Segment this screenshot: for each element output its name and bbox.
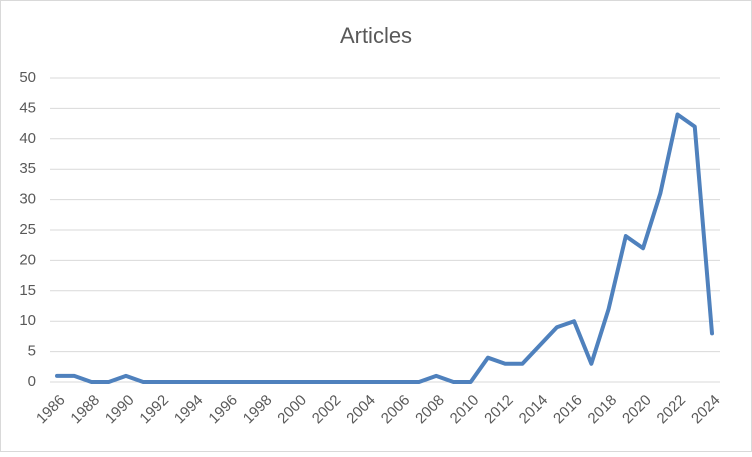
y-tick-label: 20 bbox=[19, 251, 36, 268]
y-tick-label: 25 bbox=[19, 221, 36, 238]
y-tick-label: 35 bbox=[19, 160, 36, 177]
chart-title: Articles bbox=[340, 23, 412, 48]
y-tick-label: 30 bbox=[19, 191, 36, 208]
y-tick-label: 15 bbox=[19, 282, 36, 299]
y-tick-label: 50 bbox=[19, 69, 36, 86]
y-tick-label: 5 bbox=[28, 343, 36, 360]
y-tick-label: 45 bbox=[19, 99, 36, 116]
y-tick-label: 0 bbox=[28, 373, 36, 390]
line bbox=[55, 112, 714, 384]
y-tick-label: 10 bbox=[19, 312, 36, 329]
y-tick-label: 40 bbox=[19, 130, 36, 147]
